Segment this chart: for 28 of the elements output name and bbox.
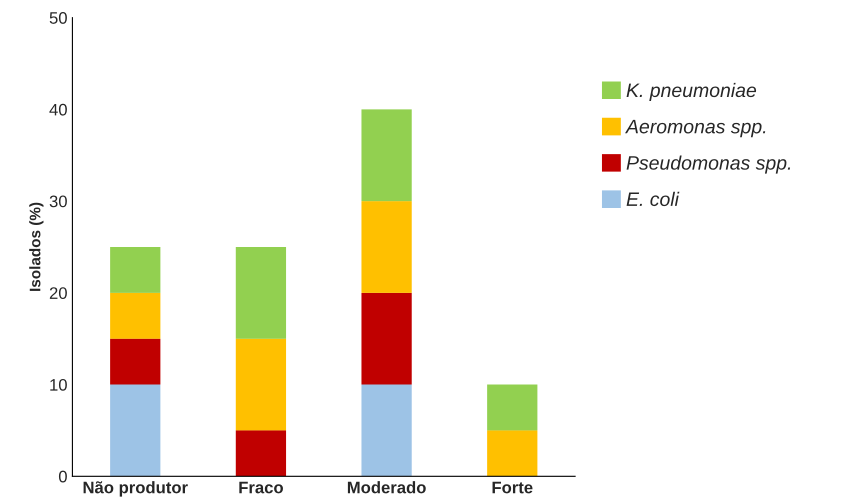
bar [487,430,538,476]
bar [487,384,538,430]
bar [110,338,160,385]
x-tick-label: Não produtor [84,481,188,497]
bar [236,338,286,430]
bar [361,109,412,202]
y-tick-label: 10 [50,378,67,391]
bar [361,292,412,385]
y-tick-label: 20 [50,287,67,300]
bar [110,246,160,293]
y-axis-title: Isolados (%) [29,202,44,291]
bar [110,384,160,476]
x-tick-label: Moderado [348,481,426,494]
legend-label: Aeromonas spp. [625,120,766,138]
legend-label: E. coli [626,192,680,206]
legend-label: Pseudomonas spp. [626,155,790,174]
legend-label: K. pneumoniae [626,82,756,101]
y-tick-label: 50 [50,12,67,24]
x-tick-label: Forte [492,482,533,494]
bar [110,292,160,339]
x-tick-label: Fraco [239,482,283,494]
bar [236,430,286,476]
y-tick-label: 0 [58,470,67,482]
y-tick-label: 30 [50,195,67,208]
bar [361,201,412,293]
bar [361,384,412,476]
bar [236,246,286,339]
y-tick-label: 40 [49,104,67,116]
